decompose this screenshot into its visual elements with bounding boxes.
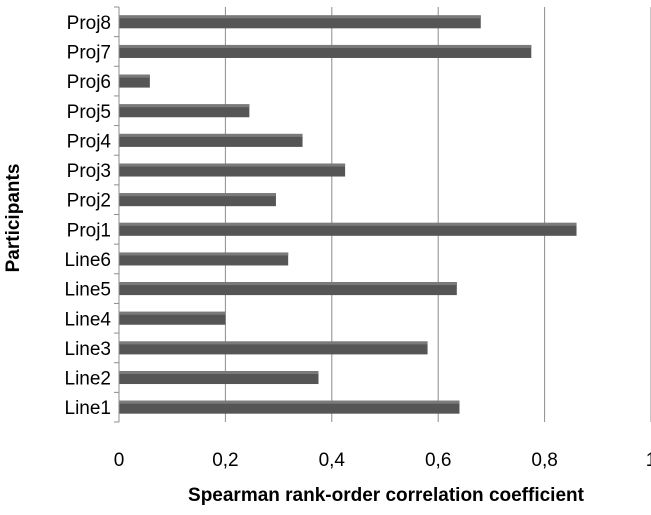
bar-highlight <box>119 45 531 48</box>
y-tick-label: Line3 <box>65 339 112 360</box>
bar-highlight <box>119 252 288 255</box>
x-tick-label: 0,8 <box>531 450 557 471</box>
y-tick-label: Proj5 <box>67 102 111 123</box>
y-tick-label: Proj6 <box>67 72 111 93</box>
y-tick-label: Line5 <box>65 280 112 301</box>
bar-highlight <box>119 312 225 315</box>
y-tick-label: Proj3 <box>67 161 111 182</box>
x-tick-label: 0,4 <box>319 450 346 471</box>
bar-highlight <box>119 223 577 226</box>
grid-lines <box>225 7 651 422</box>
bar-highlight <box>119 401 459 404</box>
x-tick-label: 0,6 <box>425 450 451 471</box>
bar-highlight <box>119 164 345 167</box>
x-tick-label: 0 <box>114 450 125 471</box>
y-tick-label: Line4 <box>65 309 112 330</box>
x-axis-title: Spearman rank-order correlation coeffici… <box>188 485 585 506</box>
bar-highlight <box>119 341 428 344</box>
bar-highlight <box>119 15 481 18</box>
y-axis-title: Participants <box>3 164 24 273</box>
bar-highlight <box>119 104 249 107</box>
y-tick-label: Line1 <box>65 398 112 419</box>
y-tick-label: Proj7 <box>67 42 111 63</box>
axes <box>114 7 119 422</box>
x-tick-label: 1 <box>646 450 651 471</box>
y-tick-label: Proj8 <box>67 13 111 34</box>
y-tick-label: Line2 <box>65 369 112 390</box>
bar-highlight <box>119 134 303 137</box>
y-tick-label: Proj2 <box>67 191 111 212</box>
bar-highlight <box>119 193 276 196</box>
y-tick-label: Line6 <box>65 250 112 271</box>
bar-highlight <box>119 75 150 78</box>
x-tick-label: 0,2 <box>212 450 238 471</box>
y-tick-label: Proj1 <box>67 220 111 241</box>
y-tick-label: Proj4 <box>67 131 112 152</box>
bar-highlight <box>119 282 457 285</box>
bar-highlight <box>119 371 319 374</box>
bars <box>119 15 577 413</box>
